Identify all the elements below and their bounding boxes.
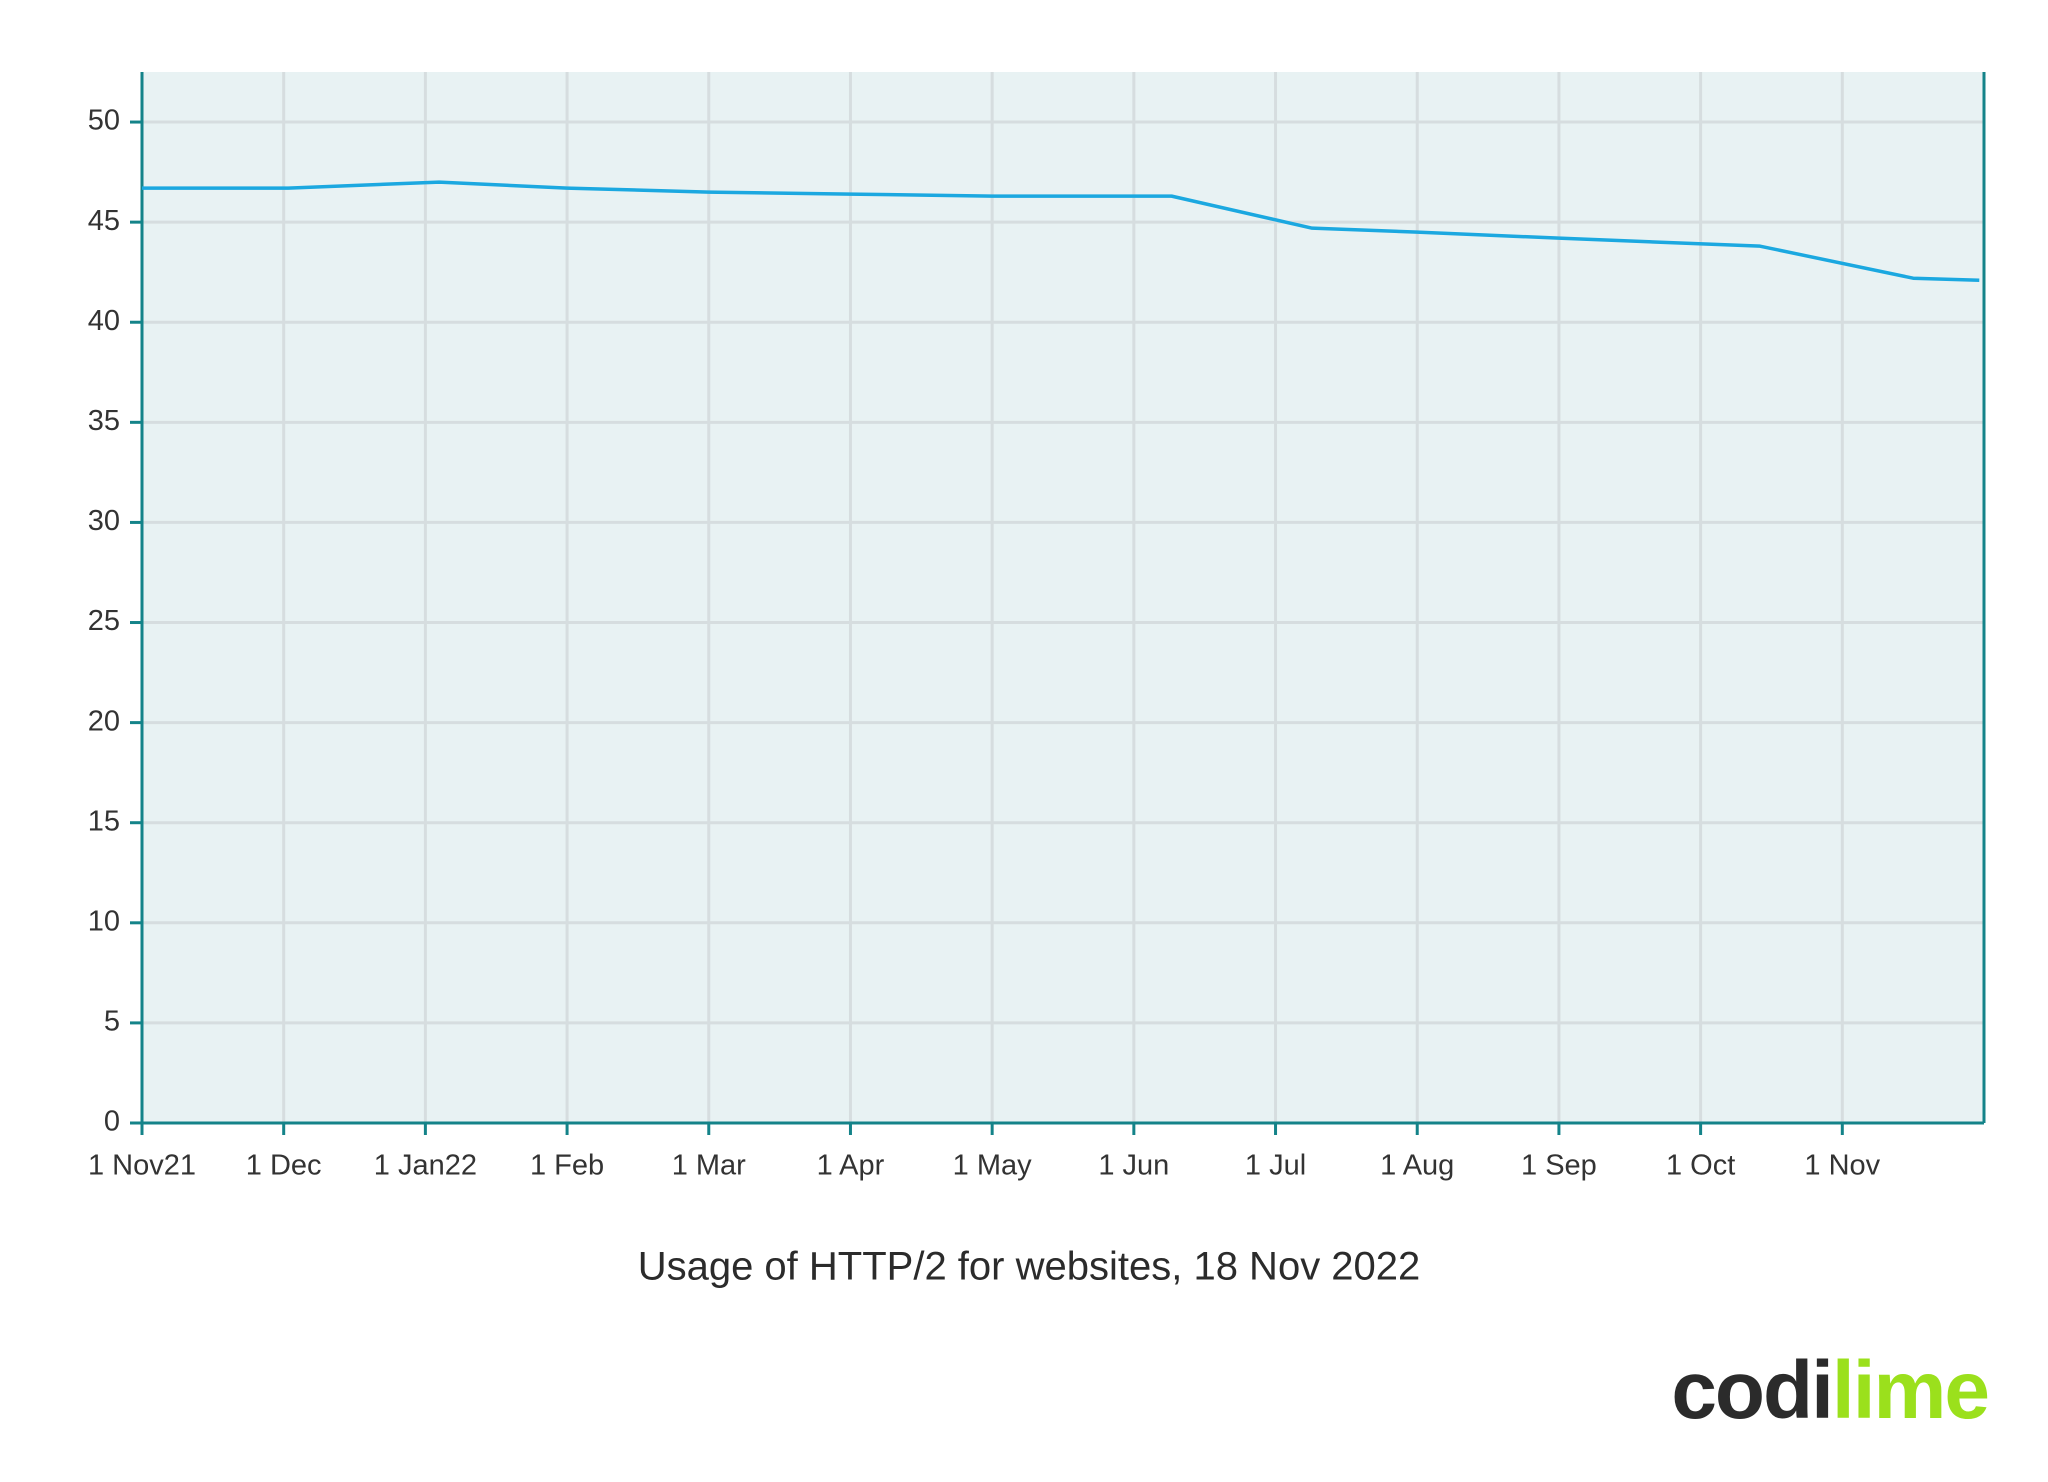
x-tick-label: 1 Aug (1380, 1150, 1454, 1182)
logo-part: lime (1832, 1345, 1988, 1436)
logo-part: codi (1671, 1345, 1832, 1436)
y-tick-label: 25 (88, 605, 120, 637)
x-tick-label: 1 Jan22 (374, 1150, 477, 1182)
y-tick-label: 40 (88, 305, 120, 337)
y-tick-label: 5 (104, 1006, 120, 1038)
x-tick-label: 1 Nov (1804, 1150, 1880, 1182)
y-tick-label: 35 (88, 405, 120, 437)
y-tick-label: 15 (88, 805, 120, 837)
y-tick-label: 10 (88, 905, 120, 937)
logo: codilime (1671, 1345, 1988, 1436)
x-tick-label: 1 Jul (1245, 1150, 1306, 1182)
x-tick-label: 1 Oct (1666, 1150, 1735, 1182)
chart-title: Usage of HTTP/2 for websites, 18 Nov 202… (638, 1245, 1421, 1289)
x-tick-label: 1 Mar (672, 1150, 746, 1182)
plot-area (142, 72, 1984, 1123)
x-tick-label: 1 May (953, 1150, 1032, 1182)
x-tick-label: 1 Sep (1521, 1150, 1597, 1182)
x-tick-label: 1 Feb (530, 1150, 604, 1182)
x-tick-label: 1 Jun (1098, 1150, 1169, 1182)
y-tick-label: 50 (88, 105, 120, 137)
y-tick-label: 20 (88, 705, 120, 737)
y-tick-label: 30 (88, 505, 120, 537)
x-tick-label: 1 Nov21 (88, 1150, 196, 1182)
series-line (142, 180, 1980, 282)
y-tick-label: 45 (88, 205, 120, 237)
x-tick-label: 1 Dec (246, 1150, 322, 1182)
x-tick-label: 1 Apr (817, 1150, 885, 1182)
y-tick-label: 0 (104, 1106, 120, 1138)
